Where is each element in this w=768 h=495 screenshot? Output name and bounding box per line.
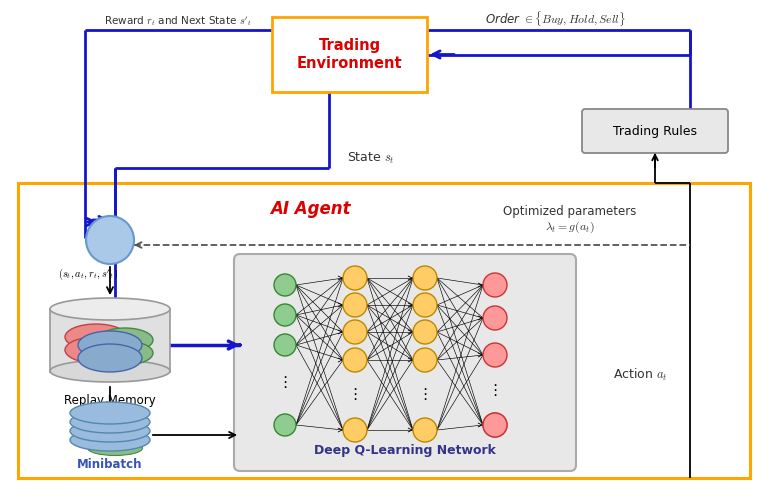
FancyBboxPatch shape [582, 109, 728, 153]
Circle shape [343, 418, 367, 442]
Ellipse shape [70, 429, 150, 451]
Circle shape [274, 304, 296, 326]
Text: Deep Q-Learning Network: Deep Q-Learning Network [314, 444, 496, 457]
Circle shape [413, 320, 437, 344]
Circle shape [343, 266, 367, 290]
Text: Order $\in \{Buy, Hold, Sell\}$: Order $\in \{Buy, Hold, Sell\}$ [485, 10, 625, 28]
Ellipse shape [88, 432, 143, 446]
Ellipse shape [70, 420, 150, 442]
Text: ⋮: ⋮ [277, 376, 293, 391]
Text: $(s_t, a_t, r_t, s'_t)$: $(s_t, a_t, r_t, s'_t)$ [58, 267, 118, 282]
Text: Reward $r_t$ and Next State $s'_t$: Reward $r_t$ and Next State $s'_t$ [104, 14, 252, 28]
Ellipse shape [65, 337, 127, 363]
Bar [50, 309, 170, 372]
Circle shape [413, 293, 437, 317]
Text: ⋮: ⋮ [417, 388, 432, 402]
Ellipse shape [70, 402, 150, 424]
Circle shape [343, 348, 367, 372]
Text: Action $a_t$: Action $a_t$ [613, 367, 667, 383]
Ellipse shape [65, 324, 127, 350]
Circle shape [274, 334, 296, 356]
Ellipse shape [97, 341, 153, 365]
Text: Trading Rules: Trading Rules [613, 125, 697, 138]
Ellipse shape [50, 298, 170, 320]
Ellipse shape [50, 360, 170, 382]
FancyBboxPatch shape [234, 254, 576, 471]
Text: Minibatch: Minibatch [78, 458, 143, 471]
Circle shape [343, 320, 367, 344]
Circle shape [483, 413, 507, 437]
FancyBboxPatch shape [18, 183, 750, 478]
Ellipse shape [78, 331, 142, 359]
Text: AI Agent: AI Agent [270, 200, 350, 218]
Circle shape [483, 413, 507, 437]
Ellipse shape [70, 411, 150, 433]
Circle shape [413, 266, 437, 290]
Text: ⋮: ⋮ [347, 388, 362, 402]
Text: Optimized parameters
$\lambda_t = g(a_t)$: Optimized parameters $\lambda_t = g(a_t)… [503, 205, 637, 235]
Circle shape [274, 274, 296, 296]
Text: ⋮: ⋮ [488, 383, 502, 397]
Ellipse shape [88, 423, 143, 438]
Circle shape [483, 273, 507, 297]
Circle shape [274, 414, 296, 436]
Ellipse shape [78, 344, 142, 372]
Circle shape [343, 293, 367, 317]
Text: Replay Memory: Replay Memory [64, 394, 156, 407]
FancyBboxPatch shape [272, 17, 427, 92]
Ellipse shape [97, 328, 153, 352]
Circle shape [413, 348, 437, 372]
Circle shape [413, 418, 437, 442]
Circle shape [483, 306, 507, 330]
Ellipse shape [88, 441, 143, 455]
Circle shape [86, 216, 134, 264]
Text: Trading
Environment: Trading Environment [296, 38, 402, 71]
Text: State $s_t$: State $s_t$ [347, 151, 395, 166]
Circle shape [483, 343, 507, 367]
